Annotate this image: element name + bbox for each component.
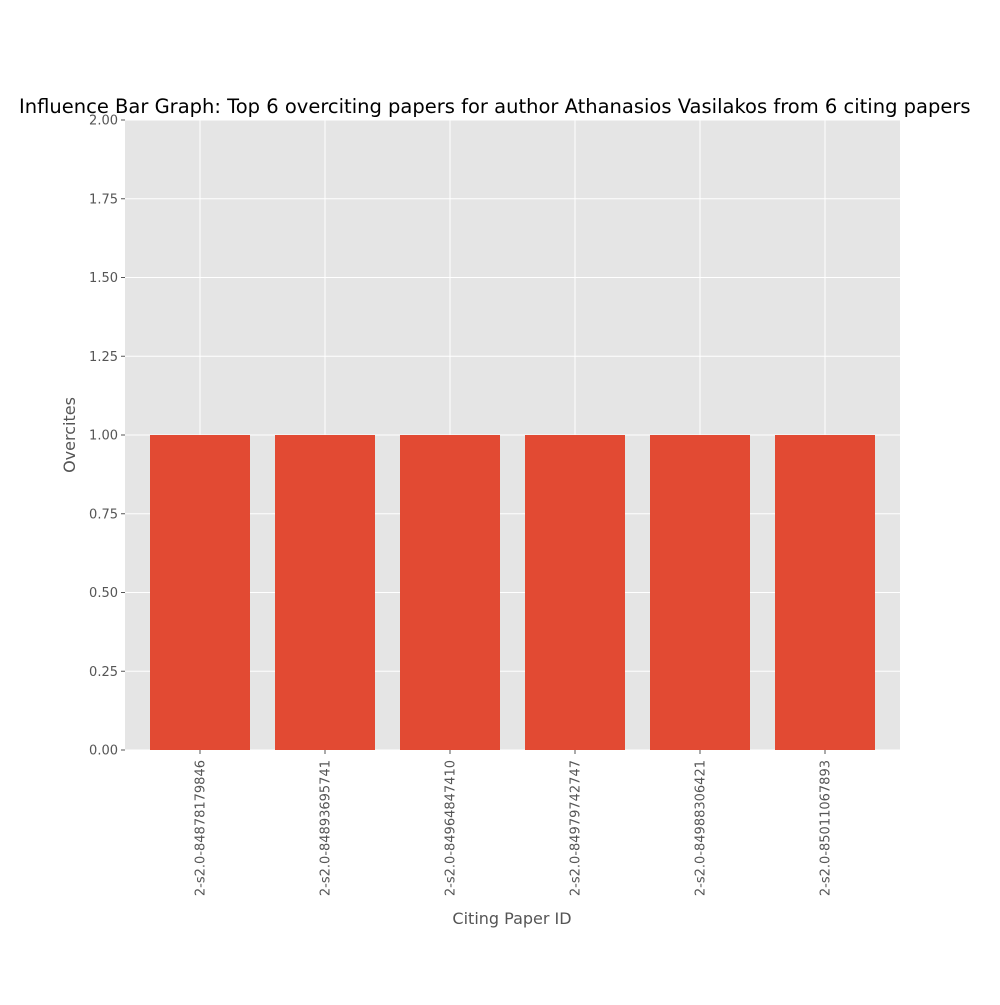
y-tick-label: 1.00 [89, 429, 118, 444]
x-tick-label: 2-s2.0-84988306421 [694, 760, 709, 896]
bar [525, 435, 625, 750]
x-tick-label: 2-s2.0-84878179846 [194, 760, 209, 896]
x-tick-label: 2-s2.0-84893695741 [319, 760, 334, 896]
chart-title: Influence Bar Graph: Top 6 overciting pa… [19, 95, 971, 118]
x-tick-label: 2-s2.0-84964847410 [444, 760, 459, 896]
y-tick-label: 1.50 [89, 271, 118, 286]
bar [275, 435, 375, 750]
x-tick-label: 2-s2.0-85011067893 [819, 760, 834, 896]
y-axis-ticks: 0.00 0.25 0.50 0.75 1.00 1.25 1.50 1.75 2.00 [89, 114, 125, 759]
bar [650, 435, 750, 750]
y-tick-label: 0.50 [89, 586, 118, 601]
bar [400, 435, 500, 750]
x-tick-label: 2-s2.0-84979742747 [569, 760, 584, 896]
y-tick-label: 0.75 [89, 507, 118, 522]
y-axis-label: Overcites [60, 397, 79, 473]
y-tick-label: 1.75 [89, 192, 118, 207]
bars [150, 435, 875, 750]
y-tick-label: 1.25 [89, 350, 118, 365]
y-tick-label: 0.25 [89, 665, 118, 680]
bar [775, 435, 875, 750]
bar [150, 435, 250, 750]
x-axis-label: Citing Paper ID [452, 909, 571, 928]
y-tick-label: 0.00 [89, 744, 118, 759]
y-tick-label: 2.00 [89, 114, 118, 129]
x-axis-ticks: 2-s2.0-84878179846 2-s2.0-84893695741 2-s2… [194, 750, 834, 896]
